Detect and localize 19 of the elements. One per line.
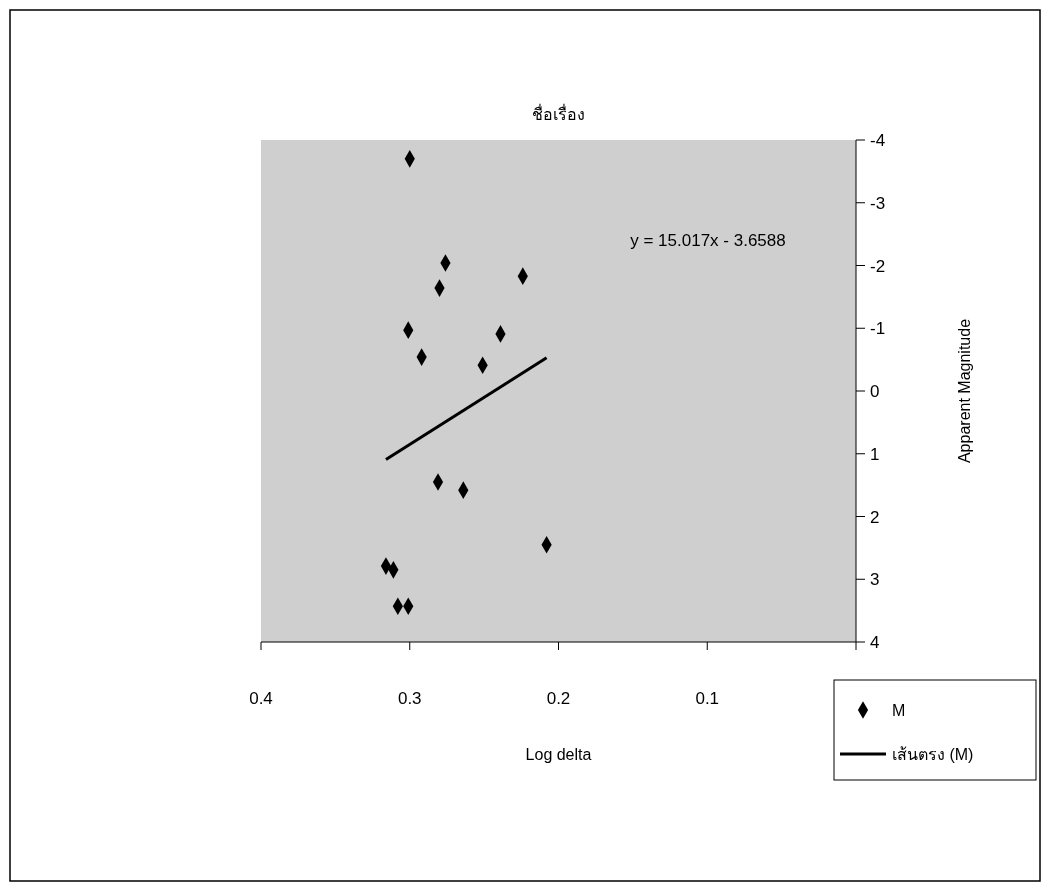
y-tick-label: 1 — [870, 444, 880, 464]
legend-label: M — [892, 702, 906, 719]
y-tick-label: -2 — [870, 256, 886, 276]
x-tick-label: 0.4 — [249, 689, 273, 708]
y-axis-title: Apparent Magnitude — [956, 318, 973, 464]
chart-title: ชื่อเรื่อง — [532, 103, 585, 123]
y-tick-label: -4 — [870, 131, 886, 150]
x-axis-title: Log delta — [525, 746, 592, 763]
y-tick-label: -3 — [870, 193, 886, 213]
y-tick-label: 4 — [870, 633, 880, 652]
legend-label: เส้นตรง (M) — [892, 746, 974, 763]
y-tick-label: 2 — [870, 507, 880, 527]
x-tick-label: 0.2 — [546, 689, 571, 708]
annotation: y = 15.017x - 3.6588 — [630, 231, 786, 250]
y-tick-label: -1 — [870, 319, 886, 339]
x-tick-label: 0.1 — [695, 689, 720, 708]
x-tick-label: 0.3 — [397, 689, 422, 708]
y-tick-label: 3 — [870, 570, 880, 590]
y-tick-label: 0 — [870, 382, 880, 401]
